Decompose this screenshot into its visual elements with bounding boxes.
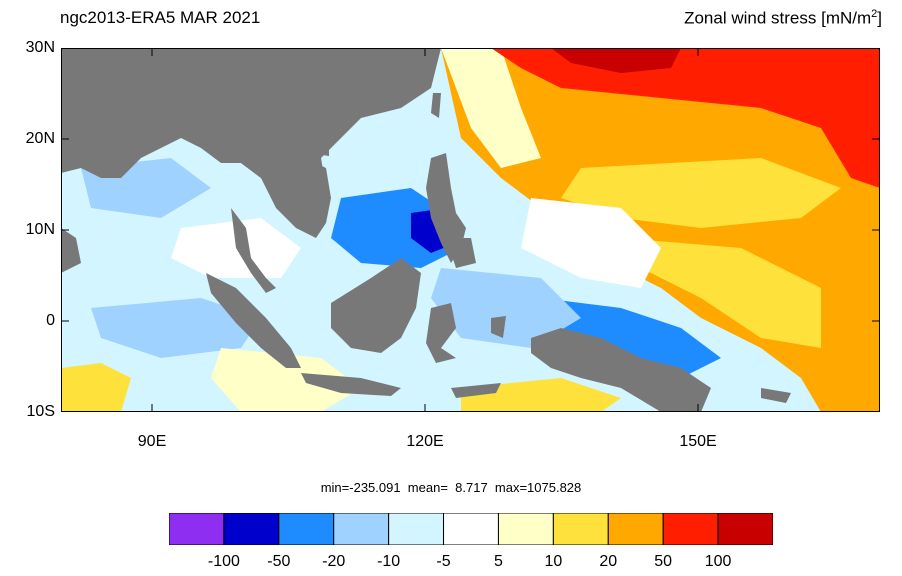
land-timor [451,383,501,398]
colorbar-tick-label: 50 [654,553,673,570]
colorbar-tick-label: 10 [544,553,563,570]
land-malay-peninsula [231,208,276,293]
lat-tick-label: 0 [46,312,55,329]
land-borneo [331,258,421,353]
land-indochina [241,158,331,238]
land-sumatra [206,273,301,368]
land-solomon [761,388,791,403]
stats-summary: min=-235.091 mean= 8.717 max=1075.828 [320,480,582,495]
lon-tick-label: 90E [137,433,167,450]
land-asia [61,48,441,218]
colorbar-tick-label: -10 [377,553,401,570]
very-strong-positive-region [551,48,681,73]
colorbar-swatch [443,513,499,545]
colorbar-tick-label: 5 [494,553,503,570]
colorbar-swatch [662,513,719,545]
variable-title: Zonal wind stress [mN/m2] [684,8,882,28]
colorbar-tick-label: -50 [267,553,291,570]
southwest-positive-area [61,363,131,412]
colorbar-tick-label: -100 [207,553,240,570]
negative-stress-region-2 [541,298,721,378]
south-positive-area [461,378,621,412]
wind-stress-map [61,48,880,412]
weak-stress-band [521,198,661,288]
lat-tick-label: 20N [25,130,55,147]
light-negative-region-3 [431,268,581,348]
strong-positive-region [491,48,880,188]
plot-title: ngc2013-ERA5 MAR 2021 [60,8,261,27]
colorbar-swatch [497,513,554,545]
land-new-guinea [531,328,711,412]
lat-tick-label: 10S [26,403,55,420]
colorbar-swatch [333,513,390,545]
land-philippines [426,153,466,263]
colorbar-tick-label: 20 [599,553,618,570]
colorbar-swatch [607,513,664,545]
colorbar-tick-label: -20 [322,553,346,570]
land-java [301,373,401,396]
lon-tick-label: 120E [406,433,444,450]
colorbar-swatch [552,513,609,545]
colorbar-swatch [223,513,280,545]
land-mindanao [446,238,476,268]
lat-tick-label: 10N [25,221,55,238]
axis-ticks [61,48,880,412]
land-taiwan [431,93,441,118]
colorbar-swatch [388,513,445,545]
colorbar-tick-label: -5 [436,553,451,570]
light-negative-region [91,298,261,358]
pale-yellow-band [441,48,541,168]
colorbar [169,513,773,545]
lat-tick-label: 30N [25,39,55,56]
lon-tick-label: 150E [679,433,717,450]
colorbar-tick-label: 100 [704,553,732,570]
colorbar-swatch [169,513,225,545]
land-hainan [316,143,329,156]
land-sulawesi [426,303,456,363]
land-halmahera [491,316,506,338]
land-india-tip [61,228,81,273]
southwest-positive-area-2 [211,348,361,412]
colorbar-swatch [278,513,335,545]
colorbar-swatch [717,513,773,545]
moderate-stress-band [561,158,841,228]
moderate-stress-band-2 [621,238,821,348]
